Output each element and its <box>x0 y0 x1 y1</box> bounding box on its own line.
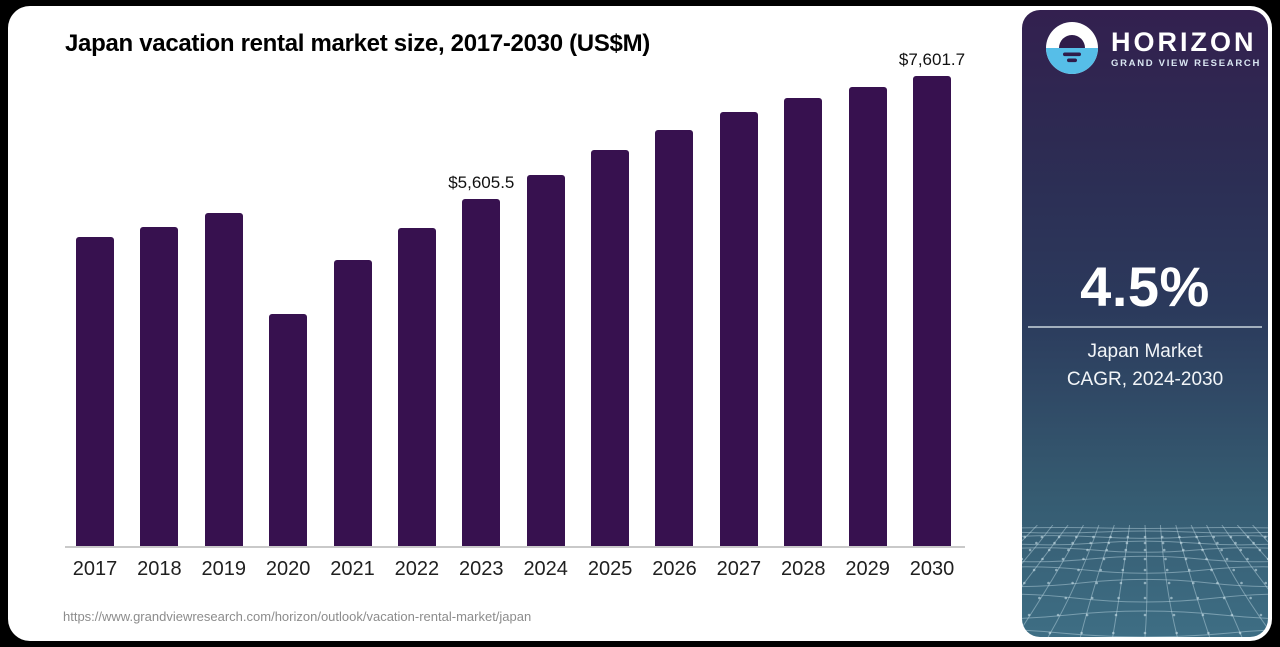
x-axis-label-2027: 2027 <box>716 558 762 580</box>
wireframe-mesh-decoration <box>1022 525 1268 637</box>
bar-2029 <box>848 87 887 546</box>
bar-2017 <box>76 237 114 546</box>
cagr-value: 4.5% <box>1080 255 1210 318</box>
x-axis-label-2022: 2022 <box>394 558 440 580</box>
cagr-stat-block: 4.5% Japan Market CAGR, 2024-2030 <box>1022 256 1268 394</box>
bar-2025 <box>591 150 630 546</box>
source-url: https://www.grandviewresearch.com/horizo… <box>63 609 532 624</box>
bar-2028 <box>784 98 823 546</box>
sidebar: HORIZON GRAND VIEW RESEARCH 4.5% Japan M… <box>1022 10 1268 637</box>
bar-value-label-2023: $5,605.5 <box>448 173 515 192</box>
bar-2018 <box>140 227 179 546</box>
x-axis-label-2029: 2029 <box>845 558 890 580</box>
bar-2026 <box>655 130 694 546</box>
x-axis-label-2021: 2021 <box>330 558 375 580</box>
bar-2022 <box>397 228 436 546</box>
bar-value-label-2030: $7,601.7 <box>898 50 966 69</box>
x-axis-label-2024: 2024 <box>523 558 568 580</box>
bar-2019 <box>204 213 243 546</box>
x-axis-label-2028: 2028 <box>780 558 826 580</box>
x-axis-labels: 2017 2018 2019 2020 2021 2022 2023 2024 2025 2026… <box>65 558 965 584</box>
x-axis-line <box>65 546 965 548</box>
report-card: Japan vacation rental market size, 2017-… <box>8 6 1272 641</box>
x-axis-label-2019: 2019 <box>201 558 247 580</box>
horizon-sunset-circle-icon <box>1046 22 1098 74</box>
stat-caption-line2: CAGR, 2024-2030 <box>1066 369 1224 390</box>
brand-block: HORIZON GRAND VIEW RESEARCH <box>1044 20 1261 76</box>
bar-2021 <box>333 260 372 546</box>
stat-caption-line1: Japan Market <box>1087 341 1203 362</box>
x-axis-label-2017: 2017 <box>72 558 118 580</box>
chart-title: Japan vacation rental market size, 2017-… <box>65 30 650 57</box>
bar-2024 <box>526 175 565 546</box>
x-axis-label-2026: 2026 <box>652 558 697 580</box>
bar-2027 <box>719 112 758 546</box>
brand-subtitle: GRAND VIEW RESEARCH <box>1111 58 1262 69</box>
x-axis-label-2025: 2025 <box>587 558 633 580</box>
stat-divider <box>1028 326 1262 328</box>
bar-2023 <box>462 199 501 546</box>
x-axis-label-2018: 2018 <box>137 558 182 580</box>
brand-name: HORIZON <box>1111 27 1257 57</box>
x-axis-label-2020: 2020 <box>265 558 311 580</box>
x-axis-label-2030: 2030 <box>909 558 955 580</box>
x-axis-label-2023: 2023 <box>459 558 504 580</box>
bar-2020 <box>269 314 308 546</box>
bar-plot: $5,605.5 $7,601.7 <box>65 50 965 546</box>
bar-2030 <box>913 76 951 546</box>
